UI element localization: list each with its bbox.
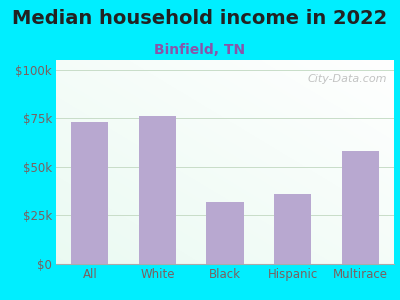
Text: Binfield, TN: Binfield, TN (154, 44, 246, 58)
Bar (139, 116, 176, 264)
Bar (71, 122, 108, 264)
Text: Median household income in 2022: Median household income in 2022 (12, 9, 388, 28)
Bar (274, 194, 311, 264)
Bar (342, 151, 379, 264)
Text: City-Data.com: City-Data.com (308, 74, 387, 84)
Bar (206, 202, 244, 264)
